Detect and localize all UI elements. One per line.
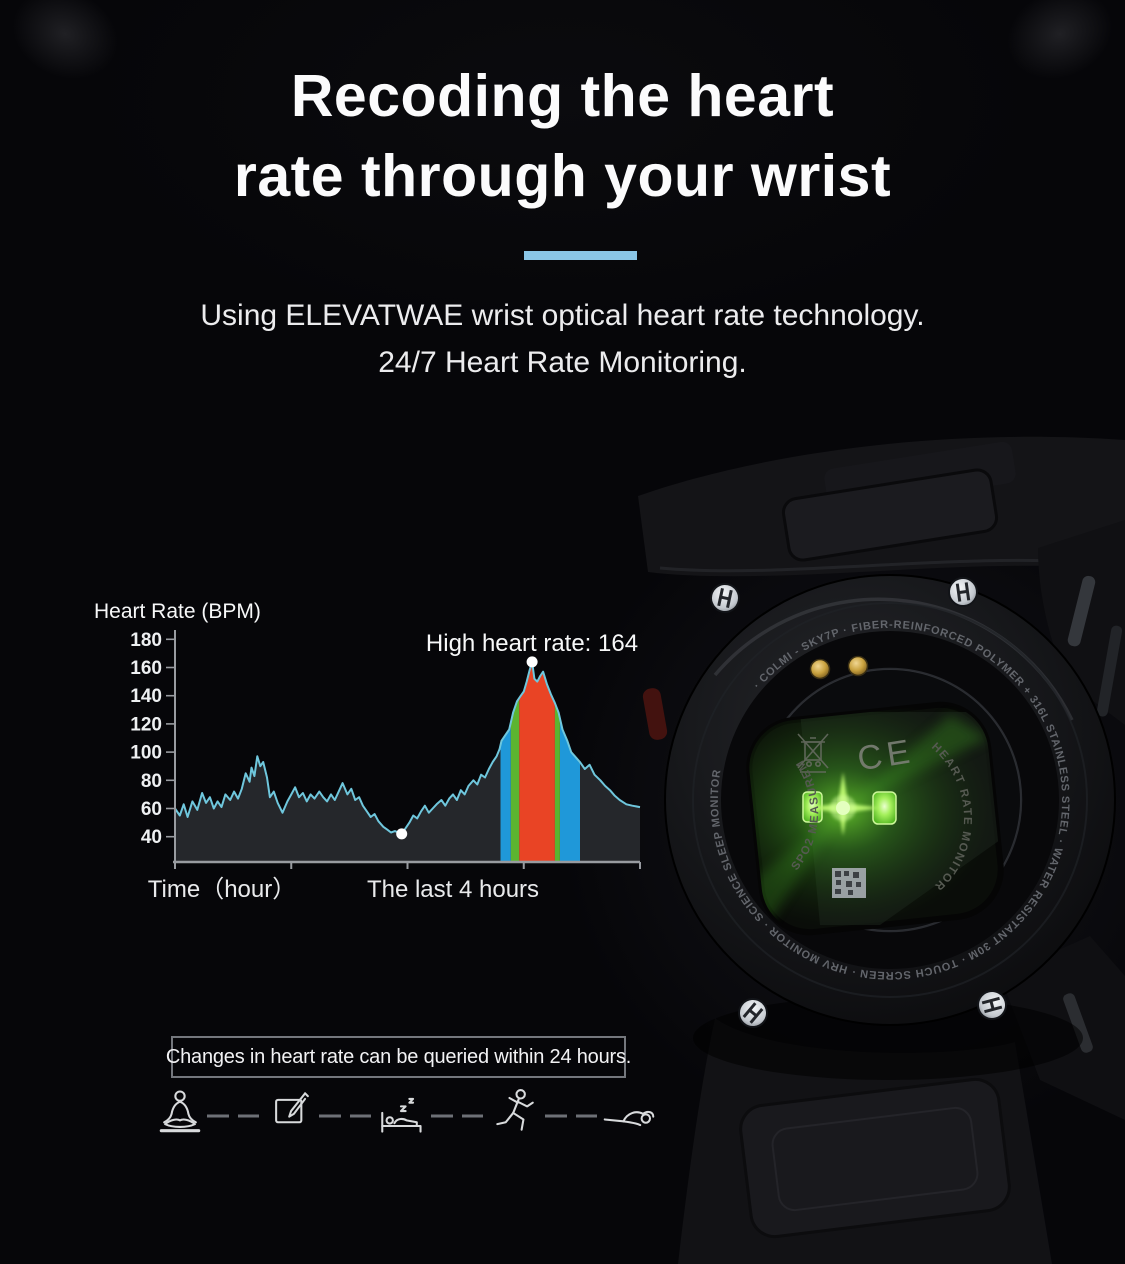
screws: [710, 577, 1007, 1028]
chart-annotation: High heart rate: 164: [426, 630, 638, 657]
subtitle-line-1: Using ELEVATWAE wrist optical heart rate…: [200, 299, 925, 332]
running-icon: [488, 1084, 544, 1145]
lug-slot: [1067, 575, 1096, 647]
lug-slot-2: [1096, 625, 1123, 717]
led-flash: [805, 772, 881, 836]
watch-photo: · COLMI - SKY7P · FIBER-REINFORCED POLYM…: [620, 420, 1125, 1264]
sleep-icon: [372, 1084, 428, 1145]
charge-pin-right: [847, 655, 869, 677]
low-marker: [396, 828, 408, 840]
charge-pin-left: [809, 658, 831, 680]
y-tick-label: 160: [130, 658, 162, 679]
activity-icons-row: [140, 1080, 670, 1144]
subtitle: Using ELEVATWAE wrist optical heart rate…: [0, 292, 1125, 386]
highlight-band: [554, 661, 560, 862]
connector-dash: [430, 1106, 484, 1124]
meditation-icon: [152, 1084, 208, 1145]
y-tick-label: 60: [141, 799, 162, 820]
screw-top-left: [710, 583, 740, 613]
highlight-band: [519, 661, 555, 862]
bezel-dark-ring: [721, 631, 1059, 969]
accent-divider: [524, 251, 637, 260]
y-tick-label: 80: [141, 771, 162, 792]
y-tick-label: 180: [130, 630, 162, 651]
y-tick-label: 100: [130, 743, 162, 764]
highlight-band: [500, 661, 511, 862]
y-tick-label: 120: [130, 714, 162, 735]
peak-marker: [526, 656, 538, 668]
connector-dash: [206, 1106, 260, 1124]
strap-bottom-pad: [739, 1077, 1011, 1239]
swimming-icon: [598, 1084, 660, 1145]
strap-top-pad: [781, 468, 999, 562]
connector-dash: [544, 1106, 598, 1124]
highlight-band: [510, 661, 520, 862]
writing-icon: [264, 1084, 320, 1145]
x-label-time: Time（hour）: [148, 876, 296, 903]
bezel-edge: [692, 602, 1088, 998]
strap-bottom-pad-inner: [771, 1106, 979, 1212]
weee-icon: [797, 733, 829, 773]
screw-bottom-right: [977, 990, 1007, 1020]
footer-note-box: Changes in heart rate can be queried wit…: [166, 1036, 631, 1078]
crown-button: [642, 688, 668, 740]
footer-note: Changes in heart rate can be queried wit…: [165, 1045, 632, 1068]
y-tick-label: 40: [141, 827, 162, 848]
heart-rate-line: [174, 660, 641, 835]
lug-slot-3: [1063, 993, 1093, 1053]
title-line-2: rate through your wrist: [233, 143, 892, 209]
connector-dash: [318, 1106, 372, 1124]
page-title: Recoding the heart rate through your wri…: [0, 56, 1125, 216]
datamatrix-sticker: [832, 868, 866, 898]
screw-top-right: [948, 577, 978, 607]
x-label-last4h: The last 4 hours: [367, 876, 539, 903]
ce-mark: CE: [855, 732, 917, 778]
title-line-1: Recoding the heart: [290, 63, 835, 129]
chart-title: Heart Rate (BPM): [94, 600, 261, 623]
watch-svg: · COLMI - SKY7P · FIBER-REINFORCED POLYM…: [638, 436, 1125, 1264]
heart-rate-chart-svg: 180 160 140 120 100 80 60 40 Heart Rate (BPM) H…: [94, 600, 641, 903]
screw-bottom-left: [738, 998, 768, 1028]
subtitle-line-2: 24/7 Heart Rate Monitoring.: [378, 346, 747, 379]
y-tick-label: 140: [130, 686, 162, 707]
heart-rate-chart: 180 160 140 120 100 80 60 40 Heart Rate (BPM) H…: [90, 598, 650, 910]
